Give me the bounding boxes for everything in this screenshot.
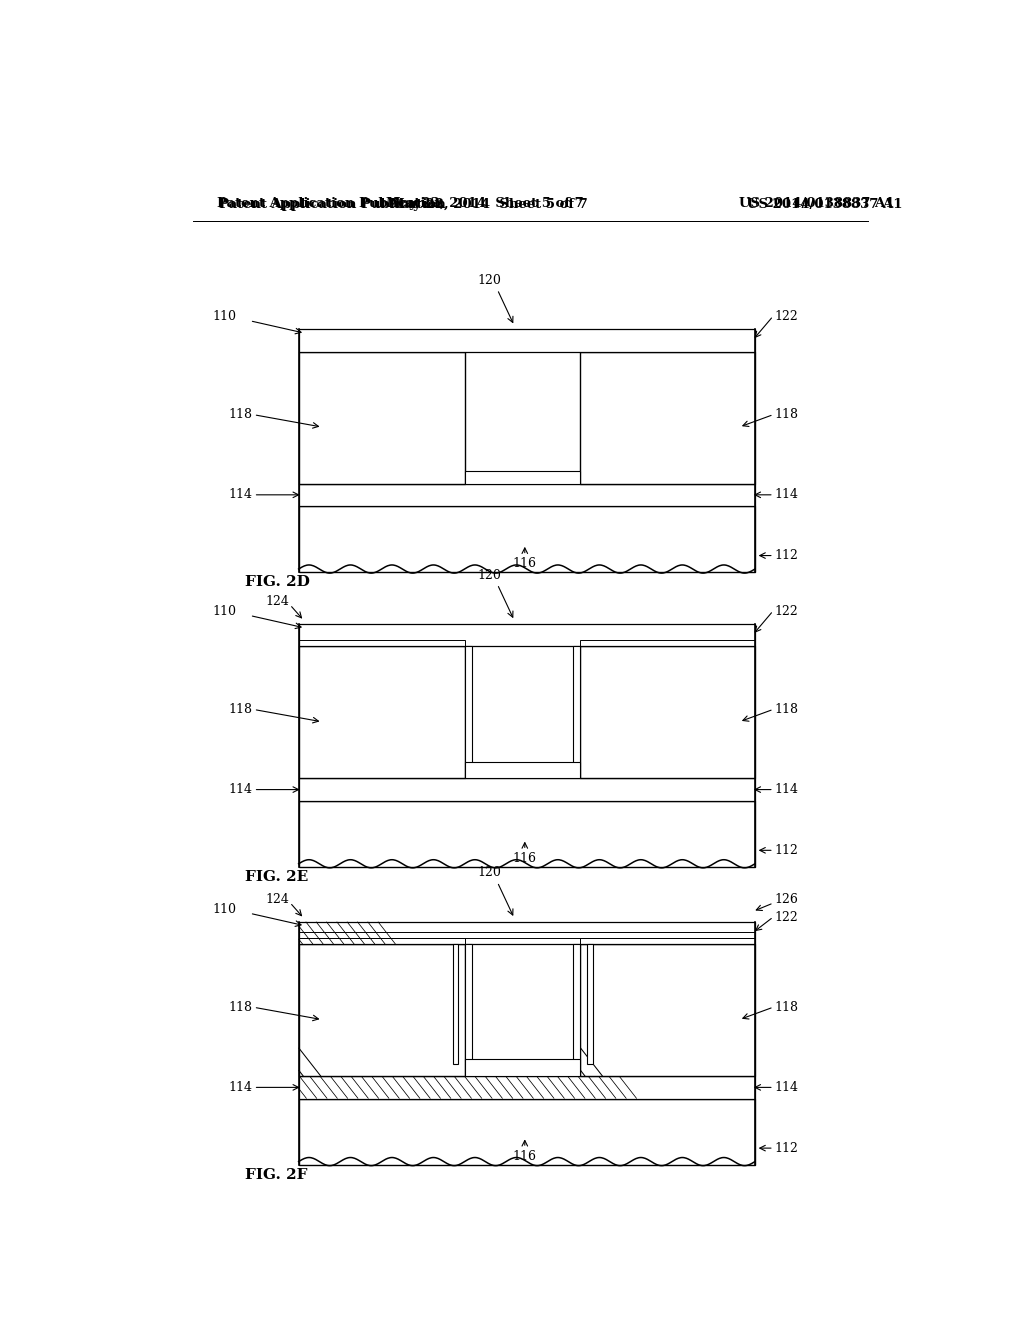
Text: 118: 118 <box>775 1001 799 1014</box>
Bar <box>299 329 755 351</box>
Bar <box>299 647 465 779</box>
Text: 122: 122 <box>775 911 799 924</box>
Bar <box>465 1064 581 1076</box>
Text: 120: 120 <box>477 866 501 879</box>
Bar <box>581 351 755 483</box>
Text: 122: 122 <box>775 605 799 618</box>
Text: 118: 118 <box>775 408 799 421</box>
Text: Patent Application Publication: Patent Application Publication <box>219 198 446 211</box>
Text: 114: 114 <box>228 783 253 796</box>
Text: Patent Application Publication: Patent Application Publication <box>217 197 443 210</box>
Text: May 22, 2014  Sheet 5 of 7: May 22, 2014 Sheet 5 of 7 <box>386 197 584 210</box>
Bar <box>299 944 465 1076</box>
Text: FIG. 2F: FIG. 2F <box>246 1168 308 1181</box>
Text: 116: 116 <box>513 1150 537 1163</box>
Text: FIG. 2D: FIG. 2D <box>246 576 310 589</box>
Bar <box>299 640 465 647</box>
Text: 114: 114 <box>228 488 253 502</box>
Text: 126: 126 <box>775 892 799 906</box>
Text: 124: 124 <box>265 892 289 906</box>
Bar <box>588 944 593 1064</box>
Bar <box>299 351 465 483</box>
Text: 124: 124 <box>265 595 289 609</box>
Text: 110: 110 <box>213 605 237 618</box>
Text: US 2014/0138837 A1: US 2014/0138837 A1 <box>748 198 902 211</box>
Text: 120: 120 <box>477 569 501 582</box>
Text: 116: 116 <box>513 851 537 865</box>
Bar <box>299 1098 755 1164</box>
Text: FIG. 2E: FIG. 2E <box>246 870 308 884</box>
Bar <box>299 932 755 937</box>
Bar <box>465 762 581 779</box>
Text: 114: 114 <box>228 1081 253 1094</box>
Bar <box>299 779 755 801</box>
Bar <box>299 483 755 506</box>
Bar <box>465 471 581 483</box>
Text: 114: 114 <box>775 783 799 796</box>
Bar <box>581 640 755 647</box>
Text: 110: 110 <box>213 310 237 323</box>
Text: 118: 118 <box>228 1001 253 1014</box>
Bar <box>465 647 472 766</box>
Text: 120: 120 <box>477 273 501 286</box>
Bar <box>581 647 755 779</box>
Bar <box>581 944 755 1076</box>
Bar <box>299 937 465 944</box>
Text: 118: 118 <box>228 408 253 421</box>
Bar <box>573 944 581 1064</box>
Bar <box>465 944 472 1064</box>
Text: May 22, 2014  Sheet 5 of 7: May 22, 2014 Sheet 5 of 7 <box>390 198 588 211</box>
Text: 114: 114 <box>775 488 799 502</box>
Bar <box>465 1060 581 1076</box>
Text: 118: 118 <box>775 704 799 717</box>
Bar <box>299 801 755 867</box>
Bar <box>573 647 581 766</box>
Text: 112: 112 <box>775 1142 799 1155</box>
Text: 122: 122 <box>775 310 799 323</box>
Text: 114: 114 <box>775 1081 799 1094</box>
Bar <box>299 506 755 572</box>
Bar <box>299 1076 755 1098</box>
Bar <box>581 937 755 944</box>
Text: 110: 110 <box>213 903 237 916</box>
Text: US 2014/0138837 A1: US 2014/0138837 A1 <box>739 197 895 210</box>
Bar <box>465 766 581 779</box>
Text: 112: 112 <box>775 549 799 562</box>
Bar <box>299 624 755 647</box>
Text: 118: 118 <box>228 704 253 717</box>
Bar <box>299 921 755 944</box>
Text: 116: 116 <box>513 557 537 570</box>
Bar <box>453 944 458 1064</box>
Text: 112: 112 <box>775 843 799 857</box>
